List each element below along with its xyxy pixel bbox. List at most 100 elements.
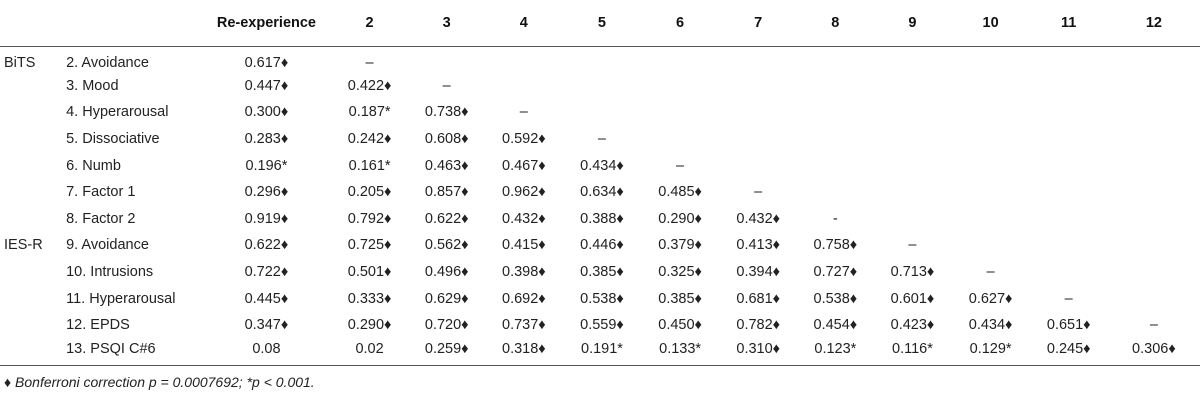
correlation-cell [797, 152, 873, 179]
correlation-cell: 0.196* [245, 157, 288, 174]
correlation-cell [563, 46, 641, 73]
correlation-cell: – [986, 264, 995, 281]
column-header [66, 0, 202, 46]
correlation-cell: 0.187* [348, 104, 391, 121]
correlation-cell [1108, 46, 1200, 73]
correlation-cell: 0.496♦ [424, 264, 469, 281]
correlation-cell: 0.296♦ [244, 184, 289, 201]
correlation-cell: 0.205♦ [347, 184, 392, 201]
correlation-cell [952, 46, 1030, 73]
correlation-cell: 0.562♦ [424, 237, 469, 254]
column-header: 10 [982, 14, 999, 31]
table-row: 11. Hyperarousal 0.445♦ 0.333♦ 0.629♦ 0.692♦… [0, 285, 1200, 312]
table-row: 10. Intrusions 0.722♦ 0.501♦ 0.496♦ 0.398♦ 0.… [0, 259, 1200, 286]
table-body: BiTS 2. Avoidance 0.617♦ – 3. Mood 0.447♦ 0.42… [0, 46, 1200, 366]
row-variable-label: 8. Factor 2 [66, 210, 136, 227]
correlation-cell: 0.601♦ [890, 290, 935, 307]
row-variable-label: 6. Numb [66, 157, 121, 174]
correlation-cell: 0.310♦ [736, 341, 781, 358]
correlation-cell [641, 126, 719, 153]
correlation-cell: 0.758♦ [813, 237, 858, 254]
correlation-cell: 0.485♦ [658, 184, 702, 201]
correlation-cell: 0.538♦ [813, 290, 858, 307]
row-variable-label: 4. Hyperarousal [66, 104, 169, 121]
correlation-cell: – [676, 157, 685, 174]
table-row: 13. PSQI C#6 0.08 0.02 0.259♦ 0.318♦ 0.191* 0.… [0, 339, 1200, 366]
correlation-cell [563, 99, 641, 126]
correlation-cell [1030, 99, 1108, 126]
correlation-cell: 0.422♦ [347, 77, 392, 94]
correlation-cell [873, 73, 951, 100]
correlation-cell [952, 179, 1030, 206]
correlation-cell: 0.450♦ [658, 317, 702, 334]
correlation-cell: 0.385♦ [658, 290, 702, 307]
column-header: 7 [754, 14, 763, 31]
correlation-cell: – [597, 131, 606, 148]
correlation-cell: – [519, 104, 528, 121]
table-row: 7. Factor 1 0.296♦ 0.205♦ 0.857♦ 0.962♦ 0.634… [0, 179, 1200, 206]
correlation-cell: 0.608♦ [424, 131, 469, 148]
column-header: 3 [442, 14, 451, 31]
correlation-cell: 0.388♦ [580, 210, 624, 227]
correlation-cell [952, 99, 1030, 126]
correlation-cell [952, 232, 1030, 259]
correlation-cell [873, 206, 951, 233]
correlation-cell: 0.592♦ [502, 131, 546, 148]
correlation-cell: 0.467♦ [502, 157, 546, 174]
correlation-cell [1030, 46, 1108, 73]
column-header: 4 [519, 14, 528, 31]
correlation-cell: 0.283♦ [244, 131, 289, 148]
correlation-cell [1030, 152, 1108, 179]
correlation-cell: 0.318♦ [502, 341, 546, 358]
correlation-cell [641, 99, 719, 126]
correlation-cell [1108, 232, 1200, 259]
correlation-cell: 0.727♦ [813, 264, 858, 281]
row-variable-label: 5. Dissociative [66, 131, 160, 148]
correlation-cell: 0.398♦ [502, 264, 546, 281]
correlation-cell: 0.446♦ [580, 237, 624, 254]
correlation-table: Re-experience 2 3 4 5 6 7 8 9 10 11 12 BiTS 2. Avoid… [0, 0, 1200, 366]
correlation-cell: 0.161* [348, 157, 391, 174]
correlation-cell [1108, 179, 1200, 206]
correlation-cell: 0.559♦ [580, 317, 624, 334]
correlation-cell [1030, 259, 1108, 286]
correlation-cell: 0.434♦ [580, 157, 624, 174]
correlation-cell: 0.413♦ [736, 237, 781, 254]
correlation-cell: 0.692♦ [502, 290, 546, 307]
row-group-label [0, 285, 66, 312]
correlation-cell: 0.333♦ [347, 290, 392, 307]
column-header: 9 [908, 14, 917, 31]
correlation-cell [797, 126, 873, 153]
correlation-cell: 0.617♦ [244, 54, 289, 71]
correlation-cell: 0.08 [252, 341, 281, 358]
correlation-cell: 0.782♦ [736, 317, 781, 334]
correlation-cell: 0.919♦ [244, 210, 289, 227]
row-variable-label: 13. PSQI C#6 [66, 341, 156, 358]
row-variable-label: 11. Hyperarousal [66, 290, 176, 307]
correlation-cell [1030, 73, 1108, 100]
correlation-cell: 0.722♦ [244, 264, 289, 281]
correlation-cell [873, 46, 951, 73]
correlation-cell: 0.720♦ [424, 317, 469, 334]
correlation-cell: – [442, 77, 451, 94]
correlation-cell: – [1149, 317, 1158, 334]
correlation-cell [952, 152, 1030, 179]
row-group-label: IES-R [4, 237, 43, 254]
correlation-cell: 0.634♦ [580, 184, 624, 201]
table-row: 6. Numb 0.196* 0.161* 0.463♦ 0.467♦ 0.434♦ – [0, 152, 1200, 179]
correlation-cell [485, 46, 563, 73]
correlation-cell [1108, 152, 1200, 179]
row-group-label [0, 73, 66, 100]
correlation-cell [485, 73, 563, 100]
correlation-cell [719, 99, 797, 126]
column-header: 6 [676, 14, 685, 31]
correlation-cell [641, 46, 719, 73]
correlation-cell [797, 179, 873, 206]
correlation-cell [1108, 99, 1200, 126]
correlation-cell [1108, 126, 1200, 153]
correlation-cell: 0.501♦ [347, 264, 392, 281]
correlation-cell [719, 73, 797, 100]
row-group-label [0, 339, 66, 366]
correlation-cell: 0.306♦ [1132, 341, 1176, 358]
